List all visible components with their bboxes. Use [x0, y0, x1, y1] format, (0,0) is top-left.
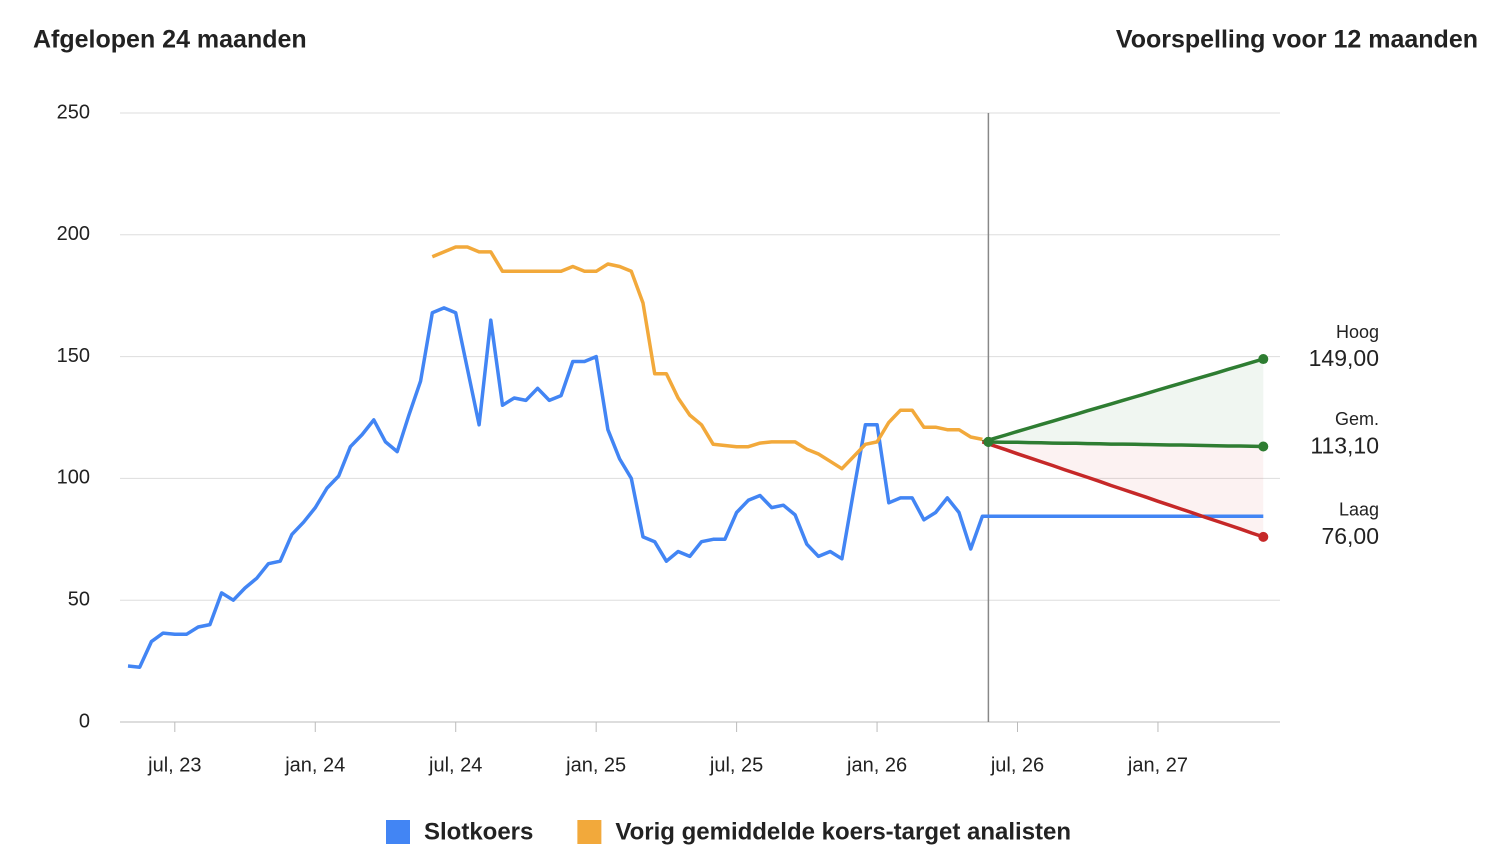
- forecast-point: [1258, 441, 1269, 452]
- y-tick-label: 200: [57, 223, 90, 245]
- forecast-point: [1258, 354, 1269, 365]
- x-tick-label: jan, 27: [1127, 754, 1188, 776]
- y-tick-label: 100: [57, 467, 90, 489]
- y-tick-label: 250: [57, 101, 90, 123]
- y-tick-label: 0: [79, 710, 90, 732]
- series-line: [981, 357, 1264, 444]
- legend-swatch: [577, 820, 602, 844]
- forecast-name: Hoog: [1336, 322, 1379, 342]
- forecast-value: 149,00: [1309, 345, 1379, 371]
- x-tick-label: jul, 24: [428, 754, 482, 776]
- forecast-name: Laag: [1339, 500, 1379, 520]
- forecast-point: [1258, 531, 1269, 542]
- legend-swatch: [386, 820, 410, 844]
- forecast-value: 113,10: [1310, 433, 1379, 459]
- series-line: [127, 306, 1264, 669]
- x-tick-label: jan, 26: [846, 754, 907, 776]
- y-tick-label: 50: [68, 588, 90, 610]
- legend-label: Slotkoers: [424, 818, 533, 845]
- chart-title: Afgelopen 24 maanden: [33, 26, 307, 54]
- x-tick-label: jul, 25: [709, 754, 763, 776]
- series-line: [981, 440, 1264, 539]
- forecast-point: [983, 436, 994, 447]
- series-line: [982, 440, 1264, 449]
- y-tick-label: 150: [57, 345, 90, 367]
- x-tick-label: jan, 24: [284, 754, 345, 776]
- forecast-title: Voorspelling voor 12 maanden: [1116, 26, 1478, 54]
- legend-label: Vorig gemiddelde koers-target analisten: [615, 818, 1071, 845]
- x-tick-label: jul, 26: [990, 754, 1044, 776]
- forecast-value: 76,00: [1321, 523, 1379, 549]
- x-tick-label: jan, 25: [565, 754, 626, 776]
- forecast-name: Gem.: [1335, 409, 1379, 429]
- series-line: [431, 245, 983, 471]
- x-tick-label: jul, 23: [147, 754, 201, 776]
